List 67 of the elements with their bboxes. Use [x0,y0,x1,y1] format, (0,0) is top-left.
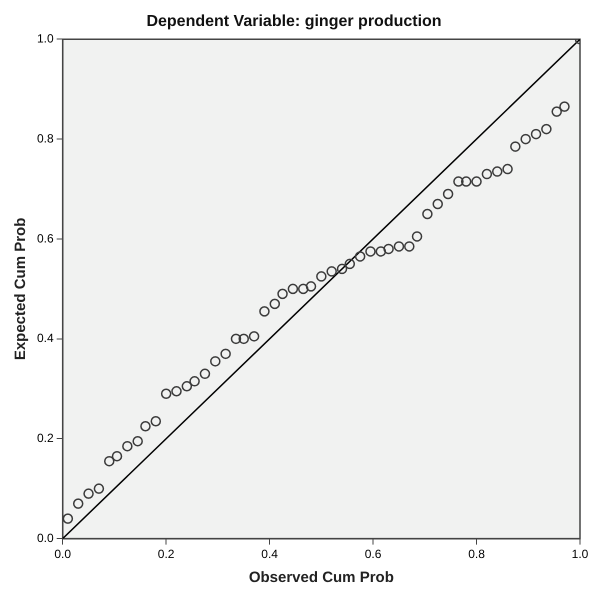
point [83,488,94,499]
point [306,281,316,292]
point [376,246,386,257]
point [238,334,249,344]
point [520,134,531,144]
x-tick-label: 0.4 [261,547,278,562]
point [94,483,104,494]
point [559,101,570,112]
y-tick-label: 0.4 [36,331,54,346]
point [160,388,172,400]
point [220,348,231,360]
point [482,168,492,180]
x-axis-title: Observed Cum Prob [248,569,394,586]
point [471,176,482,187]
point [383,244,394,254]
point [432,198,443,210]
point [326,266,337,277]
point [259,306,270,317]
point [336,264,348,274]
x-tick-label: 0.2 [158,547,175,562]
point [510,141,521,152]
point [404,241,415,252]
chart-title: Dependent Variable: ginger production [146,13,442,30]
point [502,164,513,174]
point [171,386,182,397]
point [104,456,114,466]
point [248,331,260,342]
point [112,450,122,462]
point [288,284,298,294]
point [541,124,552,134]
y-tick-label: 1.0 [36,32,54,46]
x-tick-label: 0.8 [468,547,486,562]
point [210,356,221,367]
y-axis-title: Expected Cum Prob [12,218,30,360]
point [182,381,192,392]
point [132,436,143,446]
point [492,166,502,177]
point [270,298,280,310]
point [551,106,562,117]
x-tick-label: 0.6 [364,547,382,562]
y-tick-label: 0.8 [36,131,54,146]
point [150,416,162,426]
y-tick-label: 0.0 [36,530,54,545]
point [422,208,433,220]
point [298,284,308,294]
point [72,498,84,509]
point [412,231,422,242]
point [354,251,366,262]
point [530,128,542,140]
point [316,271,327,282]
point [122,440,133,452]
y-tick-label: 0.2 [36,431,54,446]
point [365,246,376,257]
point [277,288,288,300]
point [140,420,151,432]
x-tick-label: 1.0 [572,547,589,562]
point [394,241,404,252]
point [344,258,356,270]
point [460,176,472,187]
point [453,176,464,187]
point [189,376,200,387]
y-tick-label: 0.6 [36,231,54,246]
point [442,188,454,200]
x-tick-label: 0.0 [54,547,72,562]
point [62,513,74,524]
point [200,368,210,380]
point [230,334,242,344]
